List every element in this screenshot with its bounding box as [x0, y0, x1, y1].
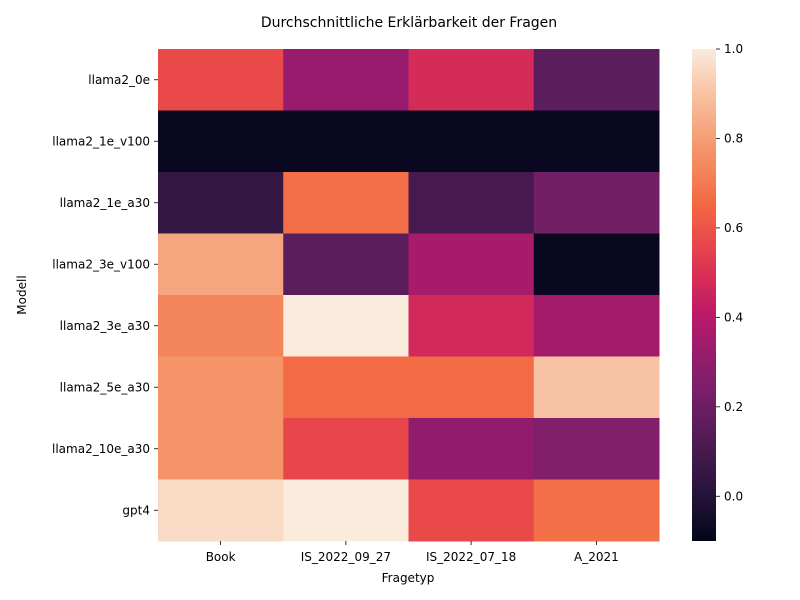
colorbar-tick-label: 0.4: [724, 310, 743, 324]
y-tick-labels: llama2_0e llama2_1e_v100 llama2_1e_a30llam…: [52, 73, 158, 517]
y-tick-label: llama2_5e_a30: [60, 380, 150, 394]
heatmap-cell: [158, 356, 284, 419]
heatmap-cell: [283, 233, 409, 296]
y-tick-label: llama2_3e_a30: [60, 319, 150, 333]
colorbar-tick-label: 0.2: [724, 400, 743, 414]
heatmap-cell: [283, 49, 409, 111]
heatmap-cell: [533, 49, 660, 111]
heatmap-cell: [533, 295, 660, 357]
heatmap-cell: [408, 479, 535, 542]
heatmap-cell: [158, 418, 284, 480]
colorbar-tick-label: 1.0: [724, 42, 743, 56]
colorbar-tick-label: 0.6: [724, 221, 743, 235]
heatmap-cell: [158, 233, 284, 296]
colorbar: [692, 49, 716, 541]
heatmap-cell: [533, 479, 660, 542]
heatmap-cell: [408, 356, 535, 419]
heatmap-cells: [158, 49, 660, 542]
x-axis-label: Fragetyp: [382, 571, 435, 585]
heatmap-cell: [533, 418, 660, 480]
heatmap-cell: [533, 172, 660, 234]
heatmap-cell: [158, 110, 284, 173]
heatmap-cell: [408, 110, 535, 173]
y-tick-label: llama2_0e: [88, 73, 150, 87]
x-tick-label: IS_2022_09_27: [301, 550, 391, 564]
heatmap-cell: [408, 49, 535, 111]
x-tick-label: IS_2022_07_18: [426, 550, 516, 564]
heatmap-cell: [283, 479, 409, 542]
heatmap-cell: [158, 172, 284, 234]
heatmap-cell: [158, 295, 284, 357]
heatmap-cell: [533, 110, 660, 173]
heatmap-cell: [533, 233, 660, 296]
colorbar-tick-label: 0.0: [724, 489, 743, 503]
heatmap-cell: [408, 233, 535, 296]
heatmap-cell: [283, 356, 409, 419]
heatmap-cell: [283, 172, 409, 234]
x-tick-label: Book: [206, 550, 236, 564]
y-tick-label: llama2_1e_v100: [52, 134, 150, 148]
heatmap-cell: [408, 295, 535, 357]
colorbar-ticks: 0.0 0.2 0.4 0.6 0.8 1.0: [716, 42, 743, 503]
y-tick-label: llama2_3e_v100: [52, 257, 150, 271]
heatmap-cell: [283, 110, 409, 173]
heatmap-cell: [408, 172, 535, 234]
heatmap-cell: [283, 418, 409, 480]
heatmap-cell: [283, 295, 409, 357]
colorbar-tick-label: 0.8: [724, 131, 743, 145]
heatmap-cell: [533, 356, 660, 419]
y-axis-label: Modell: [15, 275, 29, 314]
x-tick-label: A_2021: [574, 550, 619, 564]
y-tick-label: llama2_1e_a30: [60, 196, 150, 210]
heatmap-cell: [408, 418, 535, 480]
heatmap-cell: [158, 479, 284, 542]
x-tick-labels: Book IS_2022_09_27 IS_2022_07_18 A_2021: [206, 541, 619, 564]
heatmap-cell: [158, 49, 284, 111]
y-tick-label: llama2_10e_a30: [52, 442, 150, 456]
y-tick-label: gpt4: [122, 503, 150, 517]
chart-title: Durchschnittliche Erklärbarkeit der Frag…: [261, 15, 557, 31]
